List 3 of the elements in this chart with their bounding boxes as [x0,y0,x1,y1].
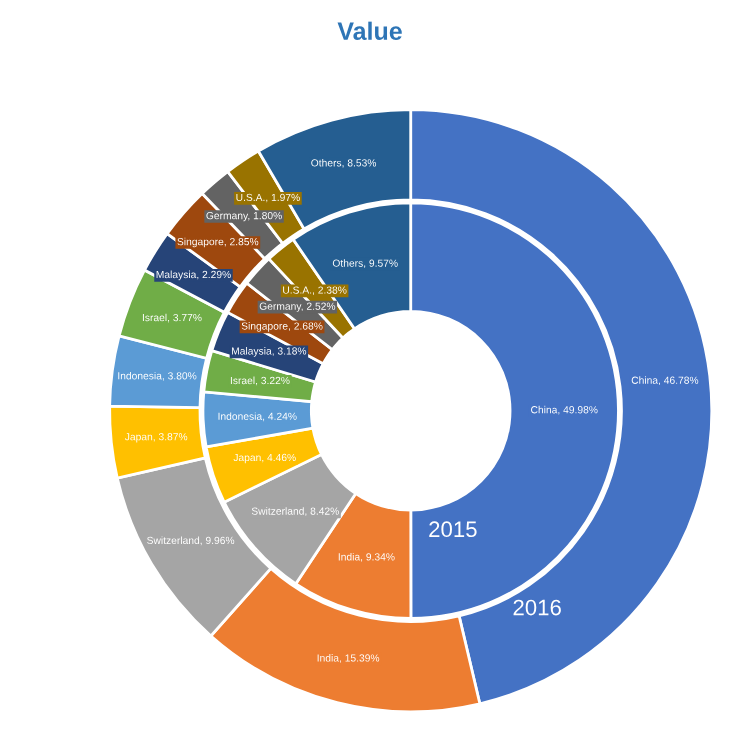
slice-label: 2016 [513,599,561,616]
slice-label: 2015 [429,521,477,538]
chart-title: Value [337,21,402,41]
